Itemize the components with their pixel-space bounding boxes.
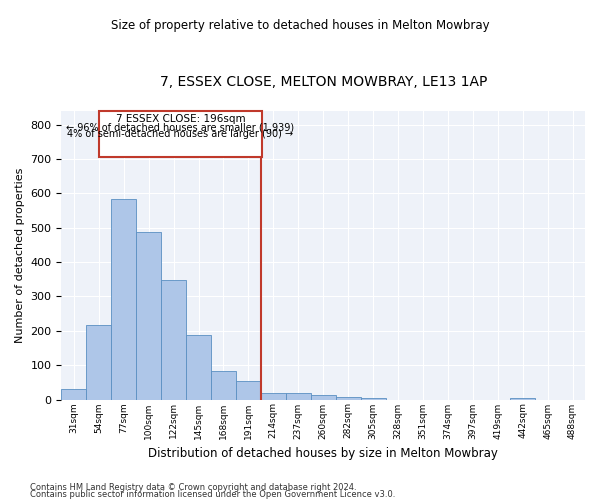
FancyBboxPatch shape	[99, 111, 262, 158]
Bar	[335, 397, 361, 400]
Text: 7 ESSEX CLOSE: 196sqm: 7 ESSEX CLOSE: 196sqm	[116, 114, 245, 124]
Bar	[161, 280, 186, 400]
Text: Size of property relative to detached houses in Melton Mowbray: Size of property relative to detached ho…	[110, 20, 490, 32]
Bar	[61, 389, 86, 400]
X-axis label: Distribution of detached houses by size in Melton Mowbray: Distribution of detached houses by size …	[148, 447, 498, 460]
Bar	[261, 392, 286, 400]
Bar	[311, 395, 335, 400]
Bar	[510, 398, 535, 400]
Bar	[236, 380, 261, 400]
Bar	[86, 324, 111, 400]
Text: Contains public sector information licensed under the Open Government Licence v3: Contains public sector information licen…	[30, 490, 395, 499]
Bar	[211, 371, 236, 400]
Bar	[111, 198, 136, 400]
Bar	[136, 232, 161, 400]
Text: 4% of semi-detached houses are larger (90) →: 4% of semi-detached houses are larger (9…	[67, 130, 293, 140]
Bar	[286, 394, 311, 400]
Text: ← 96% of detached houses are smaller (1,939): ← 96% of detached houses are smaller (1,…	[67, 122, 295, 132]
Title: 7, ESSEX CLOSE, MELTON MOWBRAY, LE13 1AP: 7, ESSEX CLOSE, MELTON MOWBRAY, LE13 1AP	[160, 75, 487, 89]
Y-axis label: Number of detached properties: Number of detached properties	[15, 168, 25, 343]
Text: Contains HM Land Registry data © Crown copyright and database right 2024.: Contains HM Land Registry data © Crown c…	[30, 484, 356, 492]
Bar	[186, 335, 211, 400]
Bar	[361, 398, 386, 400]
